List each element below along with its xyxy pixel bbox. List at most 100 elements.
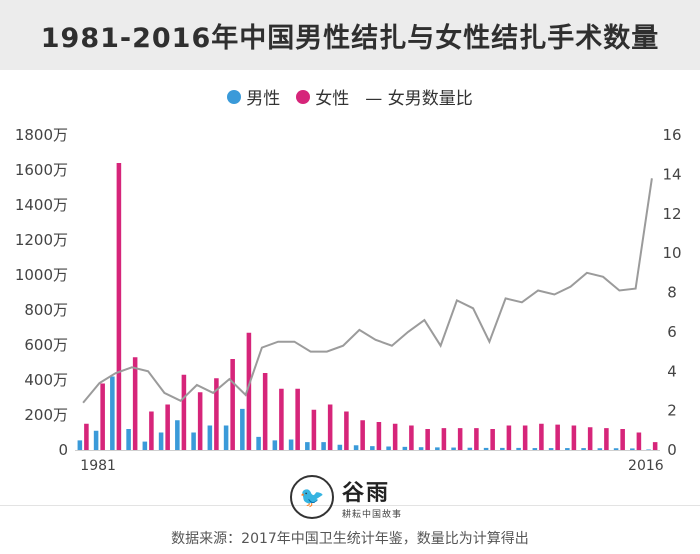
y-right-tick-label: 6 xyxy=(667,323,677,341)
male-bar xyxy=(93,430,99,450)
y-right-tick-label: 2 xyxy=(667,402,677,420)
male-bar xyxy=(581,448,586,450)
y-left-tick-label: 1000万 xyxy=(15,266,68,284)
legend-ratio-label: — 女男数量比 xyxy=(365,89,473,109)
male-bar xyxy=(353,445,359,450)
female-bar xyxy=(457,428,463,450)
male-bar xyxy=(435,447,440,450)
female-bar xyxy=(522,425,528,450)
male-bar xyxy=(402,446,408,450)
y-left-tick-label: 1600万 xyxy=(15,161,68,179)
male-bar xyxy=(451,447,456,450)
female-bar xyxy=(344,411,349,450)
female-bar xyxy=(441,428,447,450)
legend-male: 男性 xyxy=(227,84,280,109)
male-bar xyxy=(565,448,570,450)
male-bar xyxy=(272,440,278,450)
title-bar: 1981-2016年中国男性结扎与女性结扎手术数量 xyxy=(0,0,700,70)
male-bar xyxy=(305,442,310,450)
male-bar xyxy=(386,446,391,450)
female-bar xyxy=(425,429,430,450)
legend-female: 女性 xyxy=(296,84,349,109)
female-bar xyxy=(214,378,219,450)
divider xyxy=(0,505,700,506)
legend-ratio: — 女男数量比 xyxy=(365,84,472,109)
male-bar xyxy=(646,449,651,450)
y-right-tick-label: 12 xyxy=(662,205,681,223)
male-swatch-icon xyxy=(227,89,242,104)
female-bar xyxy=(116,163,122,450)
male-bar xyxy=(175,420,180,450)
y-left-tick-label: 400万 xyxy=(24,371,68,389)
female-bar xyxy=(327,404,333,450)
legend: 男性 女性 — 女男数量比 xyxy=(0,84,700,109)
y-left-tick-label: 200万 xyxy=(24,406,68,424)
logo: 🐦 谷雨 耕耘中国故事 xyxy=(290,472,420,522)
male-bar xyxy=(240,408,245,450)
male-bar xyxy=(191,432,196,450)
female-bar xyxy=(474,428,479,450)
male-bar xyxy=(630,448,635,450)
chart-area: 0 200万 400万 600万 800万 1000万 1200万 1400万 1600万 180… xyxy=(15,126,682,474)
male-bar xyxy=(158,432,164,450)
legend-male-label: 男性 xyxy=(246,89,281,109)
male-bar xyxy=(597,448,603,450)
female-bar xyxy=(230,359,235,450)
source-note: 数据来源：2017年中国卫生统计年鉴，数量比为计算得出 xyxy=(171,531,529,547)
y-right-tick-label: 4 xyxy=(667,362,677,380)
y-left-tick-label: 800万 xyxy=(24,301,68,319)
female-swatch-icon xyxy=(296,89,311,104)
male-bar xyxy=(337,444,343,450)
chart-title: 1981-2016年中国男性结扎与女性结扎手术数量 xyxy=(40,22,660,54)
male-bar xyxy=(288,439,294,450)
female-bar xyxy=(392,423,398,450)
female-bar xyxy=(652,442,658,450)
female-bar xyxy=(295,388,300,450)
male-bar xyxy=(548,448,554,450)
female-bar xyxy=(620,429,625,450)
male-bar xyxy=(321,442,326,450)
male-bar xyxy=(370,446,375,450)
male-bar xyxy=(467,447,473,450)
male-bar xyxy=(110,376,115,450)
male-bar xyxy=(516,447,521,450)
y-left-tick-label: 600万 xyxy=(24,336,68,354)
y-right-tick-label: 8 xyxy=(667,284,677,302)
male-bar xyxy=(532,448,538,450)
male-bar xyxy=(483,447,489,450)
male-bar xyxy=(418,447,424,450)
y-right-tick-label: 10 xyxy=(662,244,681,262)
y-left-tick-label: 1400万 xyxy=(15,196,68,214)
male-bar xyxy=(77,440,83,450)
female-bar xyxy=(636,432,642,450)
female-bar xyxy=(604,428,609,450)
female-bar xyxy=(84,423,89,450)
logo-bird-icon: 🐦 xyxy=(290,475,334,519)
female-bar xyxy=(360,420,365,450)
female-bar xyxy=(409,425,414,450)
ratio-line xyxy=(82,178,653,404)
male-bar xyxy=(500,447,505,450)
female-bar xyxy=(279,388,284,450)
logo-tagline: 耕耘中国故事 xyxy=(342,509,403,520)
female-bar xyxy=(197,392,203,450)
female-bar xyxy=(181,374,187,450)
female-bar xyxy=(246,332,252,450)
y-right-tick-label: 16 xyxy=(662,126,681,144)
y-left-tick-label: 1200万 xyxy=(15,231,68,249)
y-right-tick-label: 0 xyxy=(667,441,677,459)
female-bar xyxy=(539,423,544,450)
female-bar xyxy=(100,383,105,450)
x-tick-label: 2016 xyxy=(628,458,664,474)
female-bar xyxy=(149,411,154,450)
female-bar xyxy=(506,425,512,450)
x-tick-label: 1981 xyxy=(80,458,116,474)
female-bar xyxy=(132,357,138,450)
legend-female-label: 女性 xyxy=(315,89,350,109)
logo-name: 谷雨 xyxy=(342,480,391,506)
female-bar xyxy=(555,424,560,450)
female-bar xyxy=(311,409,317,450)
female-bar xyxy=(262,373,268,450)
female-bar xyxy=(165,404,170,450)
y-left-tick-label: 1800万 xyxy=(15,126,68,144)
